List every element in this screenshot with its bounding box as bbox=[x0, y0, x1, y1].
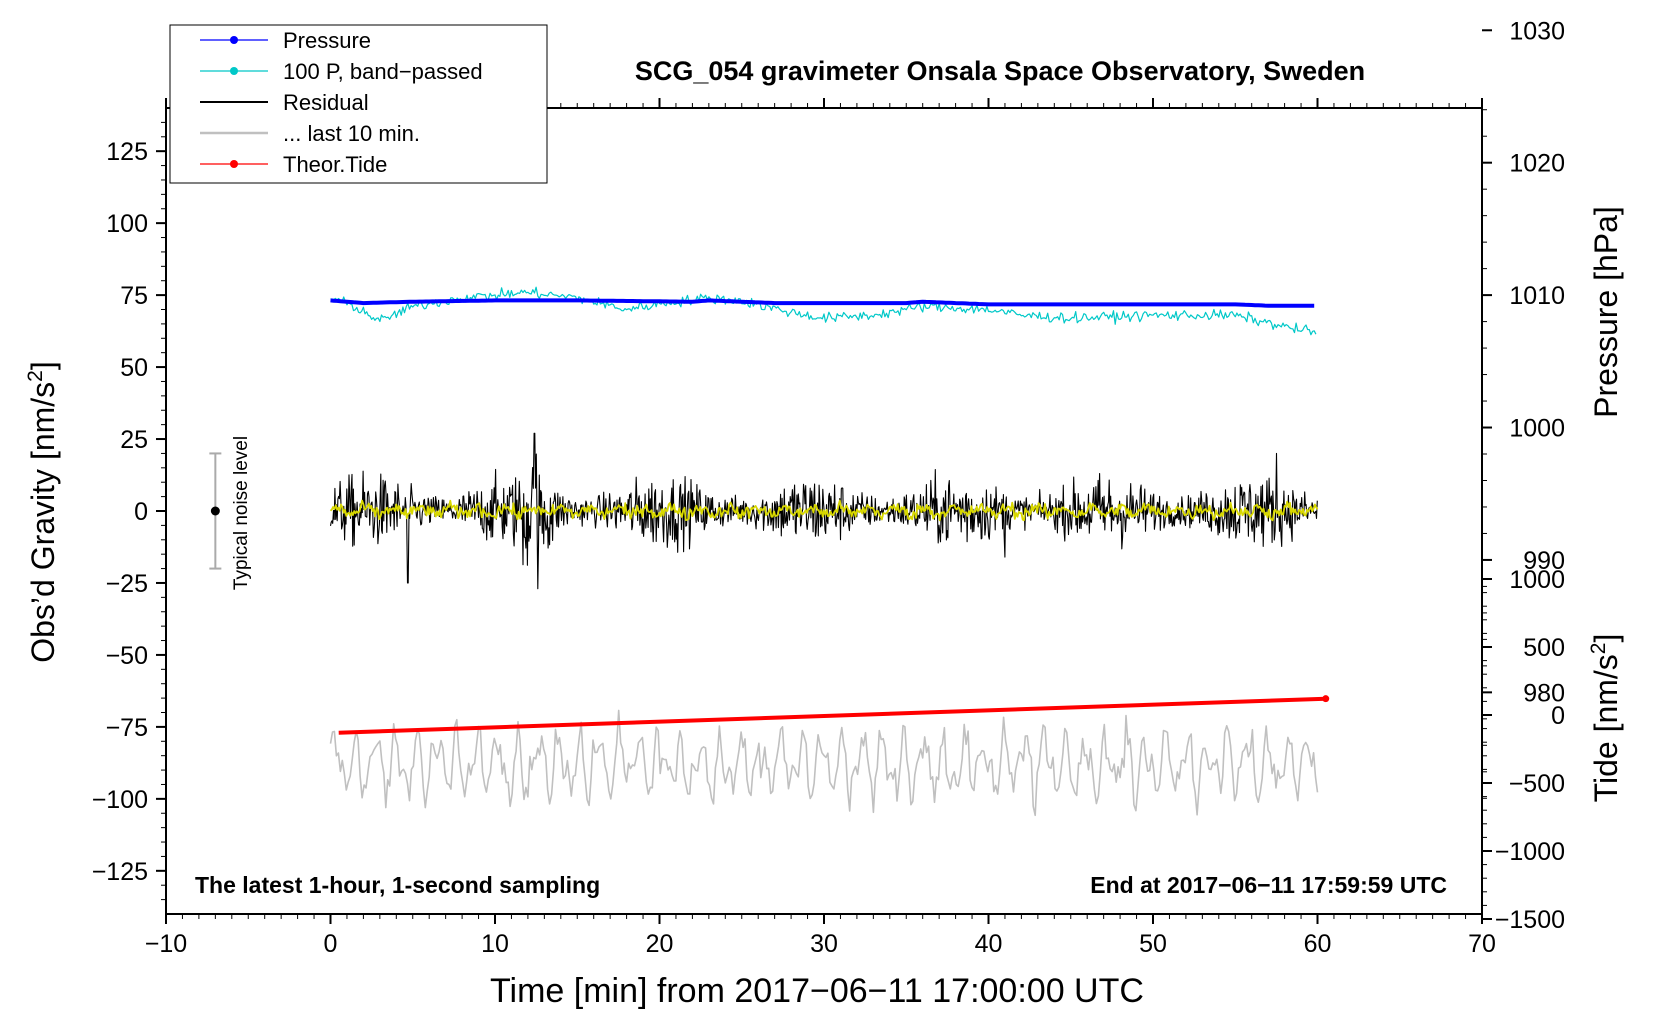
tide-tick-label: −500 bbox=[1509, 770, 1565, 798]
y-axis-label-main: Obs’d Gravity [nm/s bbox=[25, 382, 61, 663]
series-residual bbox=[329, 432, 1318, 590]
y-tick-label: 0 bbox=[134, 498, 148, 526]
y-tick-label: −75 bbox=[106, 714, 148, 742]
y-axis-label: Obs’d Gravity [nm/s2] bbox=[24, 361, 61, 663]
series-pressure-bandpassed bbox=[330, 286, 1317, 336]
series-group bbox=[329, 286, 1330, 817]
y-tick-label: 125 bbox=[106, 138, 148, 166]
pressure-tick-label: 990 bbox=[1523, 547, 1565, 575]
tide-axis-label: Tide [nm/s2] bbox=[1587, 634, 1624, 803]
pressure-tick-label: 1030 bbox=[1509, 17, 1565, 45]
x-tick-label: 0 bbox=[324, 930, 338, 958]
legend-label: Theor.Tide bbox=[283, 152, 387, 177]
annotation-bottom-right: End at 2017−06−11 17:59:59 UTC bbox=[1090, 872, 1447, 898]
noise-bar-center bbox=[210, 506, 220, 516]
chart-title: SCG_054 gravimeter Onsala Space Observat… bbox=[635, 56, 1365, 86]
tide-tick-label: −1000 bbox=[1495, 838, 1565, 866]
pressure-tick-label: 980 bbox=[1523, 679, 1565, 707]
y-tick-label: −50 bbox=[106, 642, 148, 670]
pressure-tick-label: 1010 bbox=[1509, 282, 1565, 310]
legend: Pressure 100 P, band−passed Residual ... la… bbox=[169, 24, 548, 184]
series-pressure bbox=[330, 298, 1315, 308]
legend-marker bbox=[230, 160, 238, 168]
legend-label: Pressure bbox=[283, 28, 371, 53]
legend-label: ... last 10 min. bbox=[283, 121, 420, 146]
x-tick-label: 50 bbox=[1139, 930, 1167, 958]
legend-label: 100 P, band−passed bbox=[283, 59, 483, 84]
x-tick-label: 20 bbox=[646, 930, 674, 958]
x-tick-label: −10 bbox=[145, 930, 187, 958]
y-tick-label: 25 bbox=[120, 426, 148, 454]
tide-tick-label: 1000 bbox=[1509, 566, 1565, 594]
tide-tick-label: 0 bbox=[1551, 702, 1565, 730]
x-axis-label: Time [min] from 2017−06−11 17:00:00 UTC bbox=[490, 972, 1144, 1010]
x-tick-label: 30 bbox=[810, 930, 838, 958]
legend-marker bbox=[230, 67, 238, 75]
series-residual-smoothed bbox=[329, 499, 1319, 522]
y-tick-label: 50 bbox=[120, 354, 148, 382]
y-tick-label: −125 bbox=[92, 858, 148, 886]
series-theor-tide bbox=[338, 696, 1326, 735]
pressure-axis-label: Pressure [hPa] bbox=[1588, 206, 1624, 418]
noise-label: Typical noise level bbox=[231, 436, 252, 590]
tide-tick-label: 500 bbox=[1523, 634, 1565, 662]
x-tick-label: 60 bbox=[1304, 930, 1332, 958]
tide-axis-label-end: ] bbox=[1588, 634, 1624, 643]
tide-axis-label-sup: 2 bbox=[1587, 643, 1610, 655]
pressure-tick-label: 1000 bbox=[1509, 415, 1565, 443]
x-tick-label: 40 bbox=[975, 930, 1003, 958]
y-tick-label: 75 bbox=[120, 282, 148, 310]
x-tick-label: 10 bbox=[481, 930, 509, 958]
legend-label: Residual bbox=[283, 90, 369, 115]
tide-tick-label: −1500 bbox=[1495, 906, 1565, 934]
noise-bar bbox=[209, 452, 222, 570]
y-tick-label: 100 bbox=[106, 210, 148, 238]
y-tick-label: −25 bbox=[106, 570, 148, 598]
legend-box bbox=[169, 24, 548, 184]
legend-marker bbox=[230, 36, 238, 44]
y-axis-label-end: ] bbox=[25, 361, 61, 370]
y-tick-label: −100 bbox=[92, 786, 148, 814]
series-last-10-min bbox=[329, 709, 1319, 817]
tide-end-marker bbox=[1322, 695, 1330, 703]
pressure-tick-label: 1020 bbox=[1509, 150, 1565, 178]
x-tick-label: 70 bbox=[1468, 930, 1496, 958]
y-axis-label-sup: 2 bbox=[24, 370, 47, 382]
annotation-bottom-left: The latest 1-hour, 1-second sampling bbox=[195, 872, 600, 898]
tide-axis-label-main: Tide [nm/s bbox=[1588, 654, 1624, 802]
axis-ticks: −10 0 10 20 30 40 50 60 701251007550250−25−50−75… bbox=[92, 17, 1565, 958]
